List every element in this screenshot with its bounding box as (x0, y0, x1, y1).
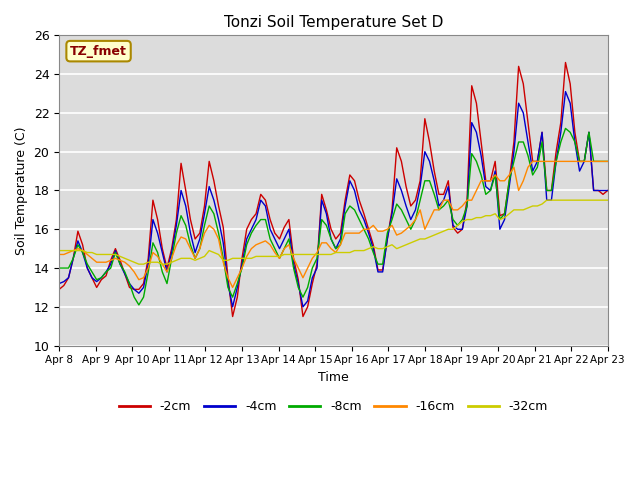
Y-axis label: Soil Temperature (C): Soil Temperature (C) (15, 126, 28, 255)
Text: TZ_fmet: TZ_fmet (70, 45, 127, 58)
X-axis label: Time: Time (318, 371, 349, 384)
Legend: -2cm, -4cm, -8cm, -16cm, -32cm: -2cm, -4cm, -8cm, -16cm, -32cm (114, 396, 553, 418)
Title: Tonzi Soil Temperature Set D: Tonzi Soil Temperature Set D (224, 15, 443, 30)
